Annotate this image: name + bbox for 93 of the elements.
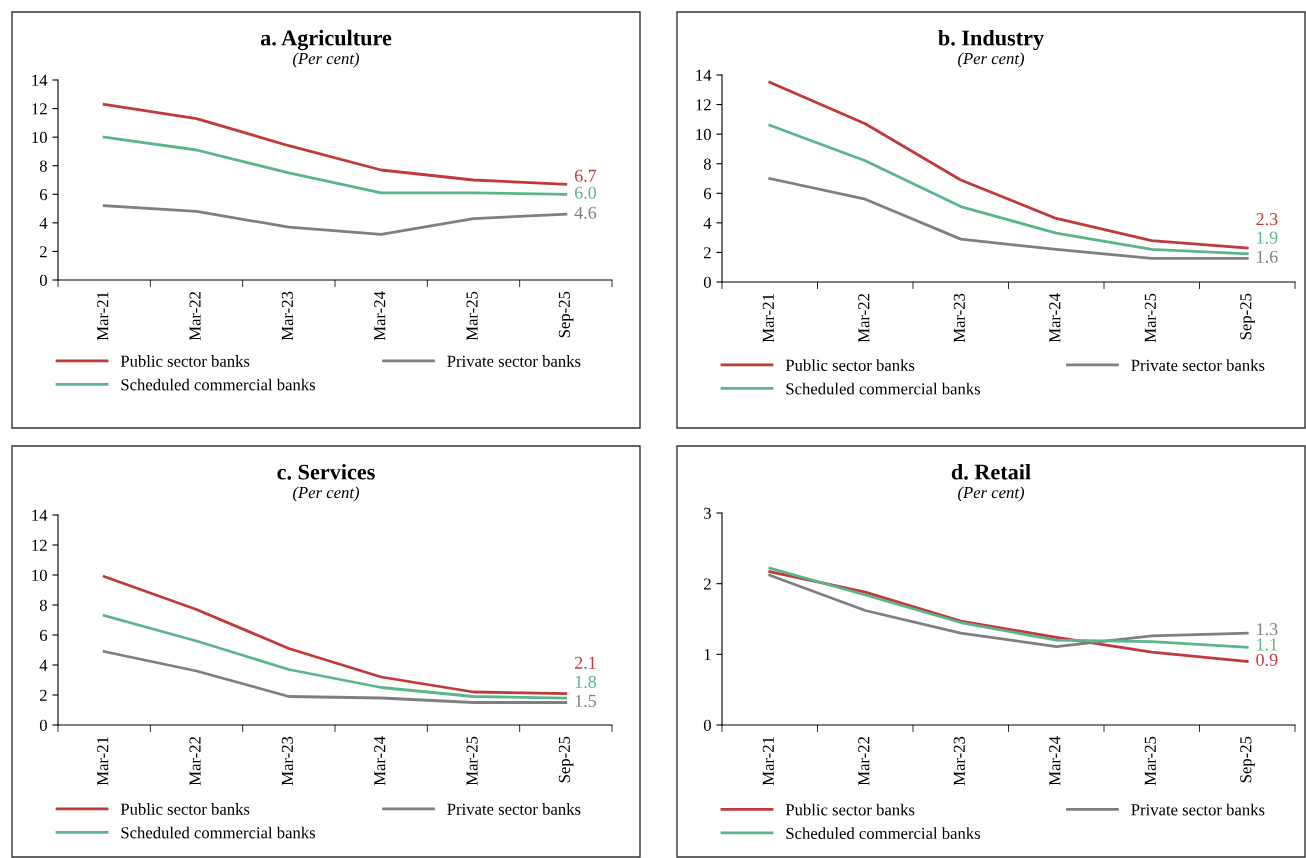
data-label: 6.0 <box>574 186 597 199</box>
line-series <box>768 81 1249 250</box>
y-tick-label: 8 <box>39 599 47 611</box>
y-tick-label: 12 <box>32 539 47 551</box>
y-tick-label: 3 <box>704 507 711 519</box>
x-tick-label: Mar-25 <box>1144 736 1156 786</box>
chart-title: c. Services <box>277 463 375 480</box>
y-tick-label: 10 <box>696 128 711 141</box>
x-tick-label: Mar-22 <box>189 737 201 786</box>
line-series <box>768 123 1249 256</box>
y-tick-label: 6 <box>703 188 712 200</box>
y-tick-label: 10 <box>32 131 47 144</box>
data-label: 1.6 <box>1257 250 1278 263</box>
chart-subtitle: (Per cent) <box>958 486 1025 502</box>
x-tick-label: Mar-24 <box>1049 736 1061 786</box>
y-tick-label: 6 <box>39 629 48 641</box>
y-tick-label: 12 <box>696 99 711 111</box>
x-tick-label: Mar-23 <box>953 736 965 786</box>
x-tick-label: Mar-23 <box>281 291 294 341</box>
x-tick-label: Mar-24 <box>1049 293 1061 343</box>
data-label: 1.3 <box>1257 623 1278 636</box>
y-tick-label: 1 <box>704 649 711 661</box>
legend-label: Public sector banks <box>120 803 250 815</box>
line-series <box>768 177 1249 260</box>
x-tick-label: Sep-25 <box>558 736 574 783</box>
x-tick-label: Mar-24 <box>374 736 386 786</box>
y-tick-label: 0 <box>39 719 47 731</box>
line-series <box>102 650 568 704</box>
x-tick-label: Mar-22 <box>858 737 870 786</box>
line-series <box>102 204 568 236</box>
x-tick-label: Mar-25 <box>1144 293 1156 343</box>
y-tick-label: 10 <box>32 569 47 581</box>
data-label: 4.6 <box>574 206 597 219</box>
line-series <box>102 575 568 695</box>
x-tick-label: Mar-23 <box>281 736 294 786</box>
y-tick-label: 6 <box>39 189 48 201</box>
chart-subtitle: (Per cent) <box>293 52 360 68</box>
legend-label: Private sector banks <box>1131 803 1265 816</box>
x-tick-label: Mar-22 <box>858 294 870 343</box>
line-series <box>102 102 568 186</box>
chart-title: b. Industry <box>938 29 1044 51</box>
y-tick-label: 2 <box>39 689 47 701</box>
y-tick-label: 4 <box>39 659 48 671</box>
y-tick-label: 2 <box>39 246 47 258</box>
data-label: 1.9 <box>1257 231 1278 244</box>
legend-label: Scheduled commercial banks <box>121 826 316 839</box>
y-tick-label: 8 <box>39 160 47 172</box>
x-tick-label: Sep-25 <box>1240 736 1255 783</box>
legend-label: Private sector banks <box>447 355 581 367</box>
line-series <box>102 614 568 700</box>
x-tick-label: Mar-21 <box>97 737 109 786</box>
data-label: 1.5 <box>575 694 597 708</box>
x-tick-label: Mar-25 <box>466 291 478 341</box>
data-label: 1.8 <box>575 675 597 689</box>
y-tick-label: 2 <box>703 578 711 590</box>
y-tick-label: 0 <box>703 719 711 731</box>
line-series <box>102 135 568 196</box>
legend-label: Private sector banks <box>1131 359 1265 371</box>
data-label: 6.7 <box>574 169 597 182</box>
x-tick-label: Sep-25 <box>1240 293 1255 340</box>
y-tick-label: 2 <box>703 247 711 259</box>
x-tick-label: Sep-25 <box>558 291 574 338</box>
legend-label: Scheduled commercial banks <box>121 378 316 391</box>
legend-label: Public sector banks <box>785 803 915 816</box>
legend-label: Scheduled commercial banks <box>786 382 981 395</box>
x-tick-label: Mar-23 <box>953 293 965 343</box>
chart-title: d. Retail <box>951 463 1031 480</box>
y-tick-label: 4 <box>39 217 48 229</box>
y-tick-label: 8 <box>703 158 711 170</box>
x-tick-label: Mar-24 <box>374 291 386 341</box>
legend-label: Private sector banks <box>447 803 581 815</box>
chart-title: a. Agriculture <box>260 29 392 51</box>
legend-label: Scheduled commercial banks <box>786 827 981 839</box>
data-label: 0.9 <box>1256 653 1278 666</box>
chart-subtitle: (Per cent) <box>293 486 360 502</box>
y-tick-label: 0 <box>703 276 711 288</box>
y-tick-label: 14 <box>32 509 48 521</box>
y-tick-label: 4 <box>703 217 712 229</box>
x-tick-label: Mar-21 <box>97 292 109 341</box>
legend-label: Public sector banks <box>785 359 915 371</box>
x-tick-label: Mar-22 <box>189 292 201 341</box>
x-tick-label: Mar-21 <box>762 737 774 786</box>
y-tick-label: 14 <box>32 74 48 86</box>
legend-label: Public sector banks <box>120 355 250 367</box>
data-label: 2.1 <box>574 656 596 669</box>
data-label: 1.1 <box>1257 638 1278 651</box>
chart-subtitle: (Per cent) <box>958 52 1025 68</box>
x-tick-label: Mar-25 <box>466 736 478 786</box>
data-label: 2.3 <box>1256 213 1278 226</box>
x-tick-label: Mar-21 <box>762 294 774 343</box>
y-tick-label: 14 <box>696 69 712 81</box>
y-tick-label: 12 <box>32 103 47 115</box>
y-tick-label: 0 <box>39 274 47 286</box>
